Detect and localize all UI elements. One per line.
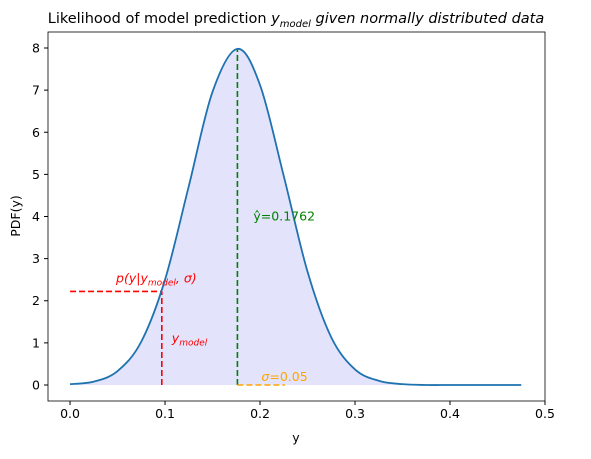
sigma-label: σ=0.05 (261, 369, 307, 384)
y-hat-prefix: ŷ= (253, 209, 271, 224)
x-tick-label: 0.5 (535, 406, 555, 421)
y-tick-label: 1 (32, 335, 40, 350)
y-model-label: ymodel (171, 331, 208, 349)
title-lead: Likelihood of model prediction (48, 11, 271, 27)
x-axis-label: y (292, 430, 300, 445)
sigma-prefix: σ= (261, 369, 279, 384)
x-tick-label: 0.4 (440, 406, 460, 421)
y-model-symbol: y (171, 331, 180, 346)
title-tail: given normally distributed data (311, 11, 544, 27)
y-tick-label: 8 (32, 41, 40, 56)
x-tick-label: 0.0 (60, 406, 80, 421)
y-model-subscript: model (179, 339, 208, 349)
likelihood-label: p(y|ymodel, σ) (115, 270, 197, 288)
y-tick-label: 0 (32, 377, 40, 392)
chart-title: Likelihood of model prediction ymodel gi… (48, 11, 545, 30)
y-tick-label: 2 (32, 293, 40, 308)
likelihood-lead: p(y|y (115, 270, 148, 285)
x-tick-label: 0.2 (250, 406, 270, 421)
y-tick-label: 5 (32, 167, 40, 182)
y-hat-value: 0.1762 (271, 209, 315, 224)
y-tick-label: 4 (32, 209, 40, 224)
y-axis-label: PDF(y) (8, 195, 23, 237)
area (70, 48, 522, 386)
sigma-value: 0.05 (280, 369, 308, 384)
y-tick-label: 3 (32, 251, 40, 266)
x-tick-label: 0.1 (155, 406, 175, 421)
likelihood-tail: , σ) (176, 270, 197, 285)
title-subscript: model (280, 19, 311, 30)
y-tick-label: 6 (32, 125, 40, 140)
line (69, 47, 522, 386)
y-hat-label: ŷ=0.1762 (253, 209, 315, 224)
y-tick-label: 7 (32, 83, 40, 98)
likelihood-subscript: model (148, 278, 177, 288)
title-symbol: y (270, 11, 280, 27)
x-tick-label: 0.3 (345, 406, 365, 421)
